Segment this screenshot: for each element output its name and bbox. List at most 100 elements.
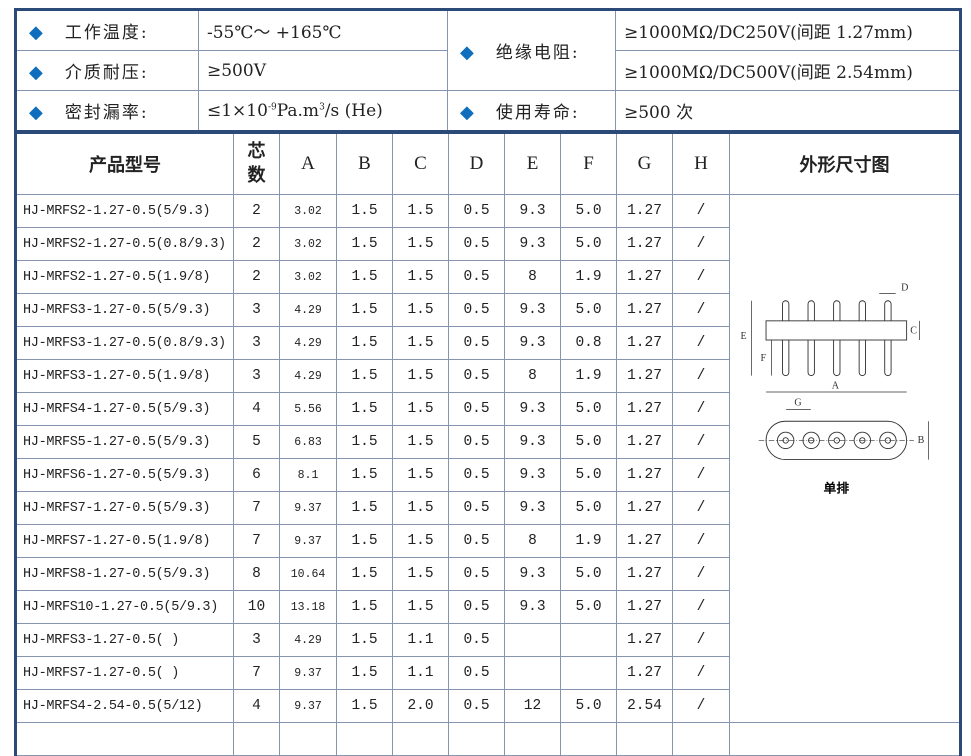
cell-g: 1.27	[616, 194, 673, 228]
cell-c: 1.5	[392, 458, 449, 492]
cell-e: 9.3	[504, 425, 561, 459]
cell-g: 1.27	[616, 392, 673, 426]
column-header-pin-count: 芯 数	[233, 132, 280, 195]
cell-b: 1.5	[336, 524, 393, 558]
cell-g: 1.27	[616, 623, 673, 657]
cell-c: 1.5	[392, 425, 449, 459]
cell-b: 1.5	[336, 260, 393, 294]
cell-g: 1.27	[616, 359, 673, 393]
cell-g: 1.27	[616, 524, 673, 558]
leak-pre: ≤1×10	[207, 100, 268, 121]
cell-d	[448, 722, 505, 756]
cell-f	[560, 722, 617, 756]
cell-e: 8	[504, 260, 561, 294]
cell-d: 0.5	[448, 359, 505, 393]
dim-label-c: C	[910, 326, 917, 337]
cell-f: 5.0	[560, 293, 617, 327]
cell-g: 1.27	[616, 260, 673, 294]
cell-a: 10.64	[279, 557, 337, 591]
cell-model: HJ-MRFS7-1.27-0.5( )	[15, 656, 234, 690]
leak-post: /s (He)	[324, 100, 383, 121]
cell-g: 2.54	[616, 689, 673, 723]
diamond-icon: ◆	[29, 22, 43, 43]
cell-d: 0.5	[448, 425, 505, 459]
cell-c: 1.1	[392, 623, 449, 657]
cell-f: 0.8	[560, 326, 617, 360]
cell-a: 9.37	[279, 656, 337, 690]
spec-label-insulation: ◆ 绝缘电阻:	[447, 9, 616, 91]
cell-d: 0.5	[448, 392, 505, 426]
cell-b: 1.5	[336, 458, 393, 492]
column-header-b: B	[336, 132, 393, 195]
cell-h: /	[672, 491, 730, 525]
cell-b: 1.5	[336, 227, 393, 261]
dim-label-a: A	[831, 380, 839, 391]
cell-h: /	[672, 623, 730, 657]
cell-pin-count: 4	[233, 392, 280, 426]
cell-a: 4.29	[279, 293, 337, 327]
cell-d: 0.5	[448, 656, 505, 690]
cell-model: HJ-MRFS4-2.54-0.5(5/12)	[15, 689, 234, 723]
spec-value-insulation-2: ≥1000MΩ/DC500V(间距 2.54mm)	[615, 50, 961, 91]
cell-e: 8	[504, 359, 561, 393]
cell-g: 1.27	[616, 326, 673, 360]
cell-e	[504, 623, 561, 657]
cell-pin-count	[233, 722, 280, 756]
cell-e: 12	[504, 689, 561, 723]
cell-g: 1.27	[616, 293, 673, 327]
column-header-outline-drawing: 外形尺寸图	[729, 132, 961, 195]
cell-model: HJ-MRFS4-1.27-0.5(5/9.3)	[15, 392, 234, 426]
cell-model: HJ-MRFS3-1.27-0.5(1.9/8)	[15, 359, 234, 393]
cell-b: 1.5	[336, 392, 393, 426]
column-header-e: E	[504, 132, 561, 195]
cell-model: HJ-MRFS3-1.27-0.5(0.8/9.3)	[15, 326, 234, 360]
cell-a: 9.37	[279, 689, 337, 723]
cell-h	[672, 722, 730, 756]
cell-f: 1.9	[560, 359, 617, 393]
column-header-c: C	[392, 132, 449, 195]
cell-h: /	[672, 326, 730, 360]
cell-model: HJ-MRFS2-1.27-0.5(0.8/9.3)	[15, 227, 234, 261]
table-row: HJ-MRFS3-1.27-0.5( ) 3 4.29 1.5 1.1 0.5 1.27/	[15, 623, 961, 657]
cell-model: HJ-MRFS2-1.27-0.5(5/9.3)	[15, 194, 234, 228]
cell-pin-count: 3	[233, 293, 280, 327]
cell-pin-count: 7	[233, 656, 280, 690]
cell-c: 2.0	[392, 689, 449, 723]
cell-pin-count: 5	[233, 425, 280, 459]
cell-d: 0.5	[448, 590, 505, 624]
cell-pin-count: 7	[233, 491, 280, 525]
cell-model: HJ-MRFS7-1.27-0.5(1.9/8)	[15, 524, 234, 558]
cell-c: 1.5	[392, 491, 449, 525]
dim-label-f: F	[760, 353, 766, 364]
cell-e: 9.3	[504, 194, 561, 228]
diagram-caption: 单排	[823, 480, 849, 496]
cell-model: HJ-MRFS8-1.27-0.5(5/9.3)	[15, 557, 234, 591]
spec-value-insulation-1: ≥1000MΩ/DC250V(间距 1.27mm)	[615, 9, 961, 51]
cell-pin-count: 8	[233, 557, 280, 591]
cell-h: /	[672, 590, 730, 624]
cell-d: 0.5	[448, 227, 505, 261]
cell-f: 5.0	[560, 392, 617, 426]
spec-table: ◆ 工作温度: -55℃～ +165℃ ◆ 绝缘电阻: ≥1000MΩ/DC250V…	[14, 8, 962, 133]
cell-a	[279, 722, 337, 756]
column-header-model: 产品型号	[15, 132, 234, 195]
diamond-icon: ◆	[460, 102, 474, 123]
cell-h: /	[672, 425, 730, 459]
cell-b: 1.5	[336, 326, 393, 360]
cell-model: HJ-MRFS6-1.27-0.5(5/9.3)	[15, 458, 234, 492]
cell-c: 1.5	[392, 194, 449, 228]
outline-dimension-drawing: E F D C A G B 单排	[740, 283, 929, 496]
cell-pin-count: 10	[233, 590, 280, 624]
cell-pin-count: 6	[233, 458, 280, 492]
cell-a: 4.29	[279, 623, 337, 657]
cell-pin-count: 2	[233, 194, 280, 228]
cell-b: 1.5	[336, 656, 393, 690]
table-row: HJ-MRFS3-1.27-0.5(5/9.3) 3 4.29 1.5 1.5 0.5 9.…	[15, 293, 961, 327]
cell-pin-count: 3	[233, 326, 280, 360]
spec-label-dielectric: ◆ 介质耐压:	[15, 50, 199, 91]
cell-a: 9.37	[279, 491, 337, 525]
cell-g: 1.27	[616, 227, 673, 261]
cell-h: /	[672, 194, 730, 228]
cell-pin-count: 2	[233, 227, 280, 261]
cell-h: /	[672, 557, 730, 591]
